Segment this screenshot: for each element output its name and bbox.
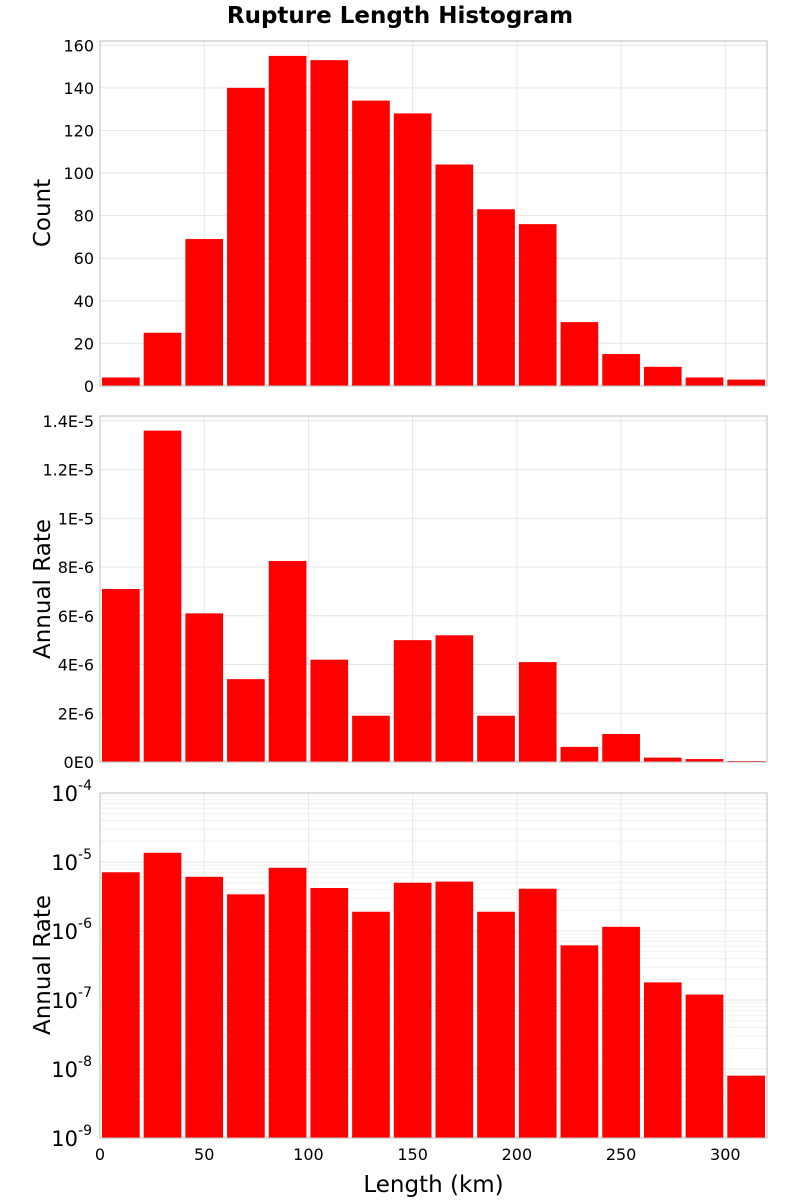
y-tick-label: 2E-6 — [58, 704, 94, 723]
plot-frame — [99, 40, 768, 387]
y-tick-label: 10-4 — [51, 778, 92, 806]
x-tick-labels: 0 50 100 150 200 250 300 — [95, 1145, 741, 1164]
y-tick-label: 80 — [74, 207, 94, 226]
histogram-bar — [102, 377, 140, 386]
y-tick-label: 10-7 — [51, 985, 92, 1013]
histogram-bar — [310, 60, 349, 387]
y-tick-labels: 0 20 40 60 80 100 120 140 160 — [63, 36, 94, 396]
y-tick-label: 0 — [84, 377, 94, 396]
histogram-bar — [185, 876, 224, 1138]
histogram-bar — [560, 322, 599, 386]
x-tick-label: 50 — [194, 1145, 214, 1164]
histogram-bar — [352, 911, 390, 1138]
histogram-bar — [102, 872, 140, 1138]
histogram-bar — [227, 894, 265, 1138]
y-tick-label: 6E-6 — [58, 607, 94, 626]
plot-frame — [99, 792, 768, 1139]
x-tick-label: 250 — [606, 1145, 637, 1164]
y-tick-label: 10-9 — [51, 1123, 92, 1151]
y-tick-label: 10-6 — [51, 916, 92, 944]
y-tick-label: 40 — [74, 292, 94, 311]
histogram-bar — [643, 757, 682, 762]
histogram-bar — [643, 366, 682, 386]
chart-title: Rupture Length Histogram — [227, 3, 573, 29]
y-tick-label: 10-5 — [51, 847, 92, 875]
x-tick-label: 300 — [710, 1145, 741, 1164]
histogram-bar — [435, 635, 474, 762]
histogram-bar — [227, 87, 265, 386]
histogram-bar — [352, 100, 390, 386]
histogram-bar — [310, 887, 349, 1138]
histogram-bar — [685, 759, 724, 762]
y-tick-labels: 10-9 10-8 10-7 10-6 10-5 10-4 — [51, 778, 92, 1151]
count-panel: 0 20 40 60 80 100 120 140 160 Count — [30, 36, 768, 396]
y-axis-label: Count — [30, 179, 56, 247]
y-tick-label: 1.2E-5 — [42, 461, 94, 480]
histogram-bar — [310, 659, 349, 762]
y-tick-label: 120 — [63, 121, 94, 140]
histogram-bar — [435, 164, 474, 386]
histogram-bar — [685, 994, 724, 1138]
y-tick-label: 4E-6 — [58, 656, 94, 675]
histogram-bar — [602, 354, 640, 386]
y-tick-label: 1E-5 — [58, 509, 94, 528]
histogram-bar — [393, 882, 432, 1138]
histogram-bar — [102, 589, 140, 762]
histogram-bar — [643, 982, 682, 1138]
histogram-bar — [393, 640, 432, 762]
histogram-bar — [143, 332, 182, 386]
y-tick-label: 140 — [63, 79, 94, 98]
histogram-bar — [227, 679, 265, 762]
histogram-bar — [477, 715, 515, 762]
y-tick-label: 0E0 — [64, 753, 94, 772]
annual-rate-log-panel: 10-9 10-8 10-7 10-6 10-5 10-4 Annual Rate 0 50 10… — [30, 778, 768, 1198]
y-tick-label: 60 — [74, 249, 94, 268]
y-axis-label: Annual Rate — [30, 895, 56, 1035]
histogram-bar — [685, 377, 724, 386]
histogram-bar — [143, 430, 182, 762]
histogram-bar — [185, 613, 224, 762]
x-tick-label: 100 — [293, 1145, 324, 1164]
histogram-bar — [560, 945, 599, 1138]
histogram-bar — [268, 560, 307, 762]
histogram-bar — [518, 888, 557, 1138]
y-tick-label: 1.4E-5 — [42, 412, 94, 431]
x-axis-label: Length (km) — [363, 1172, 503, 1198]
histogram-bar — [268, 55, 307, 386]
histogram-bar — [143, 852, 182, 1138]
histogram-bar — [352, 715, 390, 762]
histogram-bar — [268, 867, 307, 1138]
histogram-bar — [518, 224, 557, 386]
y-tick-label: 8E-6 — [58, 558, 94, 577]
bars — [102, 852, 765, 1138]
bars — [102, 55, 765, 387]
histogram-bar — [393, 113, 432, 386]
plot-frame — [99, 415, 768, 763]
histogram-bar — [602, 926, 640, 1138]
y-tick-label: 100 — [63, 164, 94, 183]
x-tick-label: 0 — [95, 1145, 105, 1164]
x-tick-label: 150 — [397, 1145, 428, 1164]
histogram-bar — [477, 209, 515, 386]
histogram-bar — [560, 746, 599, 762]
histogram-bar — [602, 733, 640, 762]
histogram-bar — [727, 379, 765, 386]
histogram-bar — [185, 239, 224, 386]
histogram-bar — [518, 662, 557, 762]
x-tick-label: 200 — [502, 1145, 533, 1164]
y-tick-label: 20 — [74, 334, 94, 353]
y-tick-label: 160 — [63, 36, 94, 55]
y-axis-label: Annual Rate — [30, 519, 56, 659]
y-tick-labels: 0E0 2E-6 4E-6 6E-6 8E-6 1E-5 1.2E-5 1.4E-5 — [42, 412, 94, 772]
histogram-bar — [477, 911, 515, 1138]
y-tick-label: 10-8 — [51, 1054, 92, 1082]
histogram-bar — [435, 881, 474, 1138]
bars — [102, 430, 765, 762]
histogram-bar — [727, 1075, 765, 1138]
annual-rate-linear-panel: 0E0 2E-6 4E-6 6E-6 8E-6 1E-5 1.2E-5 1.4E-5 Annua… — [30, 412, 768, 772]
